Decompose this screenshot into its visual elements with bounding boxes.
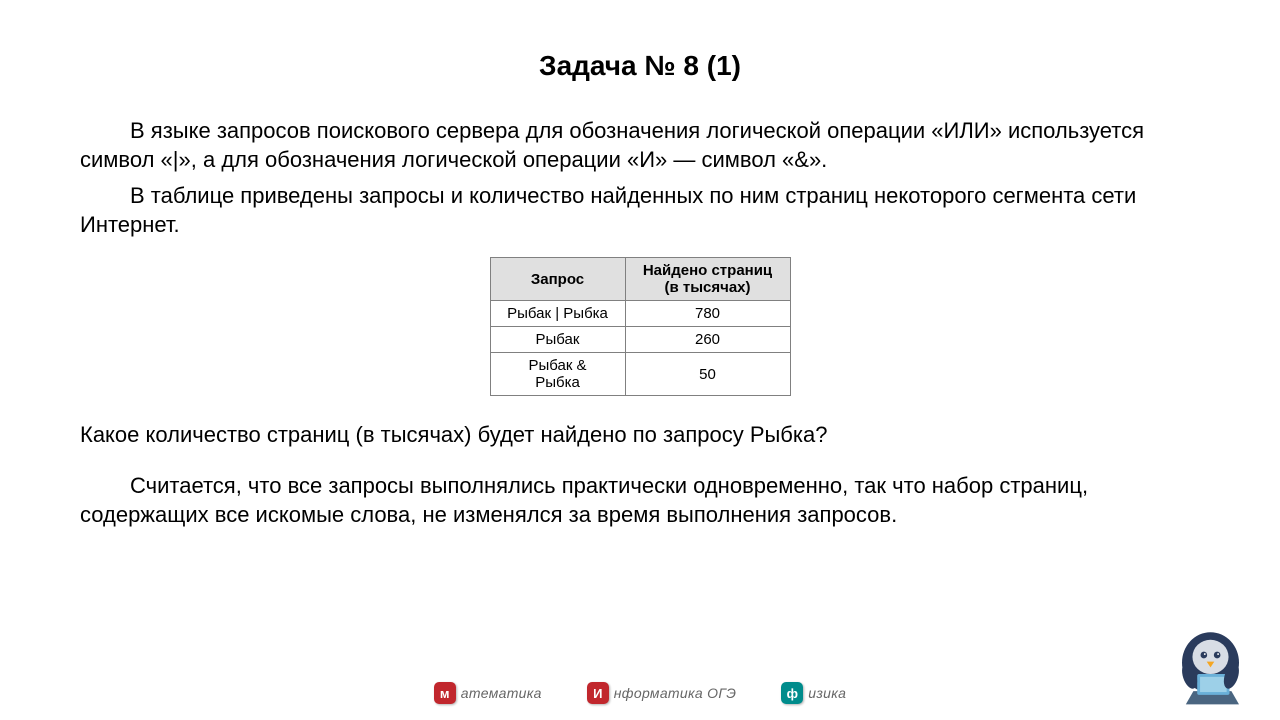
table-cell: 50: [625, 353, 790, 396]
table-header-query: Запрос: [490, 258, 625, 301]
paragraph-3: Считается, что все запросы выполнялись п…: [80, 472, 1200, 529]
footer: м атематика И нформатика ОГЭ ф изика: [0, 682, 1280, 704]
table-cell: Рыбак | Рыбка: [490, 301, 625, 327]
question-text: Какое количество страниц (в тысячах) буд…: [80, 421, 1200, 450]
table-row: Рыбак | Рыбка 780: [490, 301, 790, 327]
table-cell: Рыбак & Рыбка: [490, 353, 625, 396]
mascot-penguin-icon: [1163, 617, 1258, 712]
badge-informatics-icon: И: [587, 682, 609, 704]
table-cell: 780: [625, 301, 790, 327]
footer-label: нформатика ОГЭ: [614, 685, 737, 701]
badge-math-icon: м: [434, 682, 456, 704]
data-table: Запрос Найдено страниц (в тысячах) Рыбак…: [490, 257, 791, 396]
table-row: Рыбак & Рыбка 50: [490, 353, 790, 396]
badge-physics-icon: ф: [781, 682, 803, 704]
footer-item-informatics: И нформатика ОГЭ: [587, 682, 737, 704]
footer-label: изика: [808, 685, 846, 701]
footer-item-math: м атематика: [434, 682, 542, 704]
footer-item-physics: ф изика: [781, 682, 846, 704]
page-title: Задача № 8 (1): [80, 50, 1200, 82]
table-header-pages: Найдено страниц (в тысячах): [625, 258, 790, 301]
table-cell: Рыбак: [490, 327, 625, 353]
table-row: Рыбак 260: [490, 327, 790, 353]
paragraph-1: В языке запросов поискового сервера для …: [80, 117, 1200, 174]
paragraph-2: В таблице приведены запросы и количество…: [80, 182, 1200, 239]
table-cell: 260: [625, 327, 790, 353]
data-table-wrap: Запрос Найдено страниц (в тысячах) Рыбак…: [80, 257, 1200, 396]
footer-label: атематика: [461, 685, 542, 701]
